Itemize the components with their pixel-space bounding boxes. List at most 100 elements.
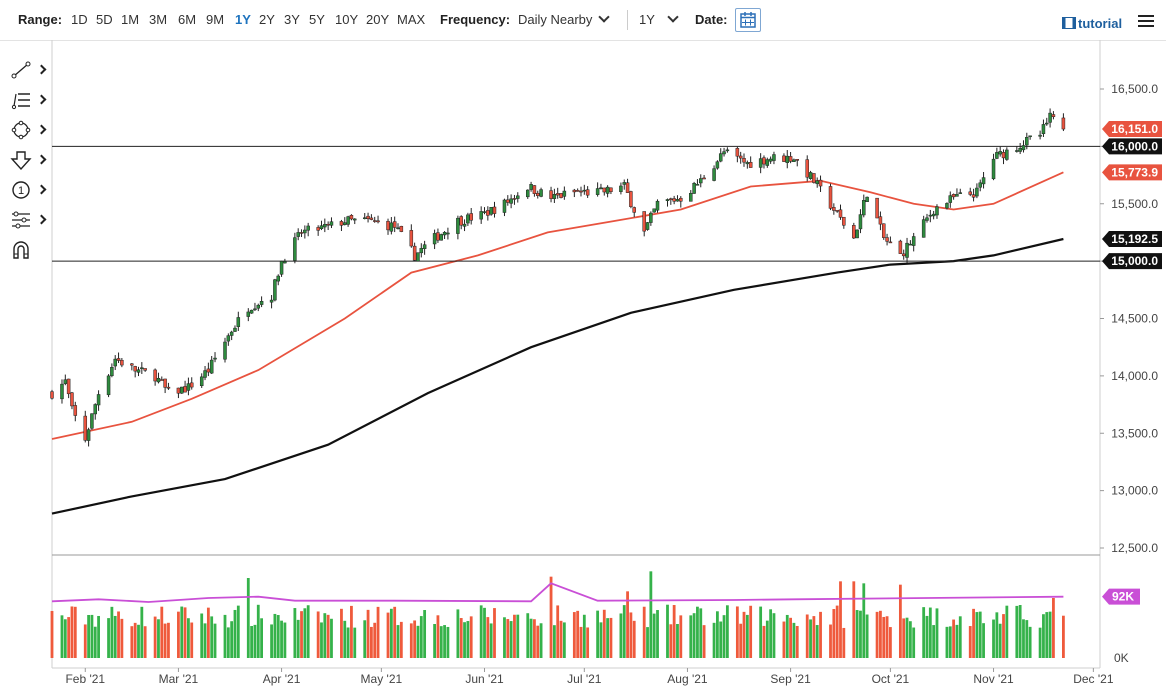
candle-body	[456, 217, 460, 234]
candle	[516, 192, 520, 203]
volume-bar	[423, 610, 427, 658]
menu-icon[interactable]	[1138, 15, 1154, 27]
x-tick-label: May '21	[361, 672, 403, 686]
range-3m-button[interactable]: 3M	[149, 12, 168, 27]
volume-bar	[699, 608, 703, 658]
tutorial-link[interactable]: tutorial	[1062, 16, 1122, 31]
volume-bar	[509, 621, 513, 658]
range-2y-button[interactable]: 2Y	[259, 12, 275, 27]
candle-body	[911, 236, 916, 246]
volume-bar	[137, 624, 140, 658]
line-tool-button[interactable]	[8, 58, 48, 82]
volume-bar	[835, 605, 839, 658]
candle-body	[1045, 122, 1049, 125]
price-chart[interactable]: 16,500.0 16,000.0 15,500.0 15,000.0 14,500.0…	[0, 40, 1166, 699]
candle	[562, 186, 567, 200]
candle	[236, 311, 241, 331]
range-10y-button[interactable]: 10Y	[335, 12, 359, 27]
candle	[785, 150, 790, 169]
counter-tool-button[interactable]: 1	[8, 178, 48, 202]
candle-body	[369, 217, 374, 220]
indicator-tool-button[interactable]	[8, 208, 48, 232]
volume-bar	[320, 622, 323, 658]
volume-bar	[386, 612, 390, 658]
volume-bar	[865, 614, 869, 658]
volume-bar	[167, 622, 170, 658]
frequency-dropdown[interactable]: Daily Nearby	[518, 11, 611, 27]
volume-bar	[749, 605, 753, 658]
volume-bar	[898, 584, 902, 658]
candle-body	[329, 221, 334, 226]
candle-body	[975, 187, 979, 197]
candle-body	[186, 383, 191, 391]
candle	[878, 211, 883, 231]
volume-bar	[629, 612, 633, 658]
volume-bar	[140, 606, 144, 658]
volume-bar	[393, 606, 397, 658]
volume-bar	[396, 625, 400, 658]
candle	[416, 252, 420, 262]
candle	[1061, 113, 1066, 132]
volume-bar	[952, 619, 956, 658]
period-dropdown[interactable]: 1Y	[639, 11, 679, 27]
candle-body	[808, 172, 813, 179]
candle	[226, 333, 231, 346]
candle	[50, 389, 54, 400]
candle-body	[1048, 112, 1052, 123]
candle-body	[50, 391, 54, 399]
volume-bar	[1018, 605, 1022, 658]
range-5y-button[interactable]: 5Y	[309, 12, 325, 27]
range-5d-button[interactable]: 5D	[96, 12, 113, 27]
range-9m-button[interactable]: 9M	[206, 12, 225, 27]
calendar-icon	[740, 12, 756, 28]
candle-body	[110, 367, 114, 377]
volume-bar	[330, 618, 333, 658]
volume-badge-label: 92K	[1112, 590, 1134, 604]
candle	[223, 337, 227, 363]
volume-bar	[722, 615, 726, 658]
shape-tool-button[interactable]	[8, 118, 48, 142]
candle	[1015, 146, 1019, 153]
price-badge: 16,151.0	[1102, 121, 1162, 138]
candle	[199, 373, 204, 388]
volume-bar	[829, 624, 832, 658]
volume-bar	[513, 614, 516, 658]
range-6m-button[interactable]: 6M	[178, 12, 197, 27]
candle	[339, 219, 344, 232]
candle-body	[672, 198, 676, 202]
period-value: 1Y	[639, 12, 655, 27]
candle-body	[233, 327, 237, 332]
range-20y-button[interactable]: 20Y	[366, 12, 390, 27]
candle-body	[512, 198, 517, 200]
calendar-button[interactable]	[735, 8, 761, 32]
range-1m-button[interactable]: 1M	[121, 12, 140, 27]
candle-body	[133, 366, 137, 372]
arrow-tool-button[interactable]	[8, 148, 48, 172]
range-1d-button[interactable]: 1D	[71, 12, 88, 27]
candle	[955, 188, 959, 197]
volume-bar	[669, 624, 673, 658]
candle	[951, 193, 956, 200]
candle	[276, 274, 280, 286]
range-max-button[interactable]: MAX	[397, 12, 426, 27]
magnet-tool-button[interactable]	[8, 238, 48, 262]
candle-body	[1015, 150, 1019, 152]
candle-body	[269, 299, 274, 303]
candle	[183, 380, 187, 393]
candle	[702, 174, 706, 180]
fib-tool-button[interactable]	[8, 88, 48, 112]
candle-body	[745, 162, 750, 165]
chevron-down-icon	[598, 11, 611, 23]
range-3y-button[interactable]: 3Y	[284, 12, 300, 27]
candle-body	[90, 413, 94, 429]
volume-bar	[832, 609, 836, 658]
candle	[130, 363, 134, 371]
candle	[675, 195, 680, 202]
candle	[70, 391, 74, 410]
volume-bar	[676, 624, 679, 658]
candle	[599, 183, 603, 190]
candle	[555, 187, 560, 199]
range-1y-button[interactable]: 1Y	[235, 12, 251, 27]
candle-body	[113, 358, 117, 367]
candle	[296, 228, 300, 241]
